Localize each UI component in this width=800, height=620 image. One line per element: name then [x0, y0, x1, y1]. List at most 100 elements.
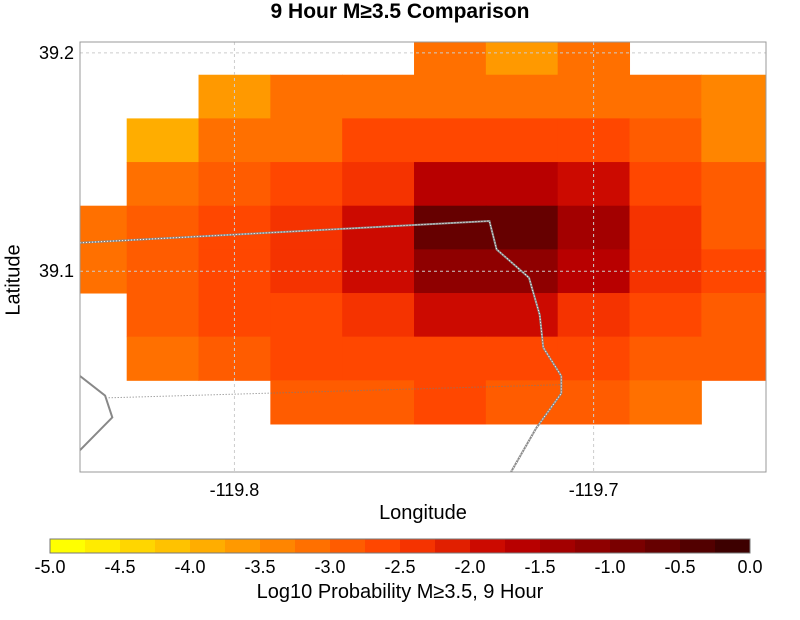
x-tick-label: -119.8 [210, 480, 260, 500]
heatmap-cell [414, 249, 487, 294]
colorbar-tick-label: -1.5 [524, 557, 555, 577]
colorbar-tick-label: -3.5 [244, 557, 275, 577]
colorbar-swatch [190, 539, 226, 553]
heatmap-cell [629, 293, 702, 338]
heatmap-cell [701, 74, 766, 119]
colorbar-frame [49, 538, 751, 554]
heatmap-cell [342, 336, 415, 381]
heatmap-cells [80, 42, 800, 425]
heatmap-cell [773, 162, 800, 206]
y-tick-label: 39.1 [39, 261, 74, 281]
colorbar-label: Log10 Probability M≥3.5, 9 Hour [256, 581, 544, 603]
chart-title: 9 Hour M≥3.5 Comparison [270, 0, 530, 23]
heatmap-cell [270, 380, 343, 425]
heatmap-cell [126, 336, 200, 381]
heatmap-cell [414, 118, 487, 163]
heatmap-cell [485, 74, 559, 119]
colorbar-swatch [470, 539, 506, 553]
heatmap-cell [773, 337, 800, 381]
colorbar-tick-label: -2.5 [384, 557, 415, 577]
heatmap-cell [414, 336, 487, 381]
lake-shore [80, 375, 114, 451]
heatmap-cell [485, 118, 559, 163]
heatmap-cell [342, 162, 415, 207]
heatmap-cell [414, 380, 487, 425]
heatmap-cell [773, 293, 800, 337]
heatmap-cell [126, 205, 200, 250]
colorbar-tick-label: -3.0 [314, 557, 345, 577]
heatmap-cell [270, 293, 343, 338]
state-border-dots [80, 220, 562, 472]
heatmap-cell [270, 74, 343, 119]
heatmap-cell [485, 293, 559, 338]
heatmap-cell [414, 162, 487, 207]
colorbar-tick-label: -0.5 [664, 557, 695, 577]
colorbar-swatch [85, 539, 121, 553]
colorbar: -5.0 -4.5 -4.0 -3.5 -3.0 -2.5 -2.0 -1.5 -1.0 -0.5… [34, 538, 763, 577]
heatmap-cell [485, 336, 559, 381]
heatmap-cell [270, 336, 343, 381]
x-tick-label: -119.7 [569, 480, 619, 500]
colorbar-tick-label: -1.0 [594, 557, 625, 577]
heatmap-cell [342, 293, 415, 338]
heatmap-cell [270, 118, 343, 163]
heatmap-cell [342, 118, 415, 163]
colorbar-tick-label: -5.0 [34, 557, 65, 577]
heatmap-cell [414, 205, 487, 250]
heatmap-cell [629, 336, 702, 381]
heatmap-cell [773, 249, 800, 293]
heatmap-cell [126, 118, 200, 163]
colorbar-swatch [225, 539, 261, 553]
gridlines [80, 42, 766, 472]
heatmap-cell [485, 380, 559, 425]
colorbar-swatch [435, 539, 471, 553]
heatmap-cell [414, 74, 487, 119]
heatmap-cell [80, 205, 128, 250]
colorbar-tick-label: 0.0 [737, 557, 762, 577]
colorbar-swatch [120, 539, 156, 553]
heatmap-cell [126, 162, 200, 207]
colorbar-swatch [680, 539, 716, 553]
heatmap-cell [270, 162, 343, 207]
colorbar-swatch [610, 539, 646, 553]
heatmap-cell [701, 336, 766, 381]
heatmap-cell [629, 249, 702, 294]
colorbar-swatch [575, 539, 611, 553]
colorbar-swatch [295, 539, 331, 553]
colorbar-swatch [400, 539, 436, 553]
heatmap-cell [485, 162, 559, 207]
heatmap-cell [485, 205, 559, 250]
heatmap-cell [342, 380, 415, 425]
colorbar-swatch [330, 539, 366, 553]
colorbar-swatch [540, 539, 576, 553]
heatmap-cell [701, 118, 766, 163]
plot-frame [79, 41, 767, 473]
heatmap-cell [342, 249, 415, 294]
map-overlays [80, 219, 563, 472]
heatmap-cell [629, 118, 702, 163]
colorbar-swatch [50, 539, 86, 553]
colorbar-tick-label: -4.0 [174, 557, 205, 577]
heatmap-cell [342, 74, 415, 119]
heatmap-cell [701, 162, 766, 207]
county-line [108, 384, 562, 399]
heatmap-cell [126, 293, 200, 338]
heatmap-cell [270, 249, 343, 294]
heatmap-cell [629, 162, 702, 207]
heatmap-cell [557, 42, 631, 76]
heatmap-cell [701, 205, 766, 250]
heatmap-cell [773, 206, 800, 250]
heatmap-cell [414, 42, 487, 76]
x-axis-label: Longitude [379, 502, 467, 524]
colorbar-swatch [260, 539, 296, 553]
colorbar-swatch [365, 539, 401, 553]
heatmap-cell [126, 249, 200, 294]
y-axis-label: Latitude [2, 244, 25, 316]
heatmap-cell [701, 293, 766, 338]
heatmap-cell [629, 380, 702, 425]
heatmap-cell [414, 293, 487, 338]
heatmap-cell [773, 118, 800, 162]
colorbar-swatch [715, 539, 751, 553]
axis-ticks: -119.8 -119.7 39.1 39.2 [39, 43, 619, 500]
